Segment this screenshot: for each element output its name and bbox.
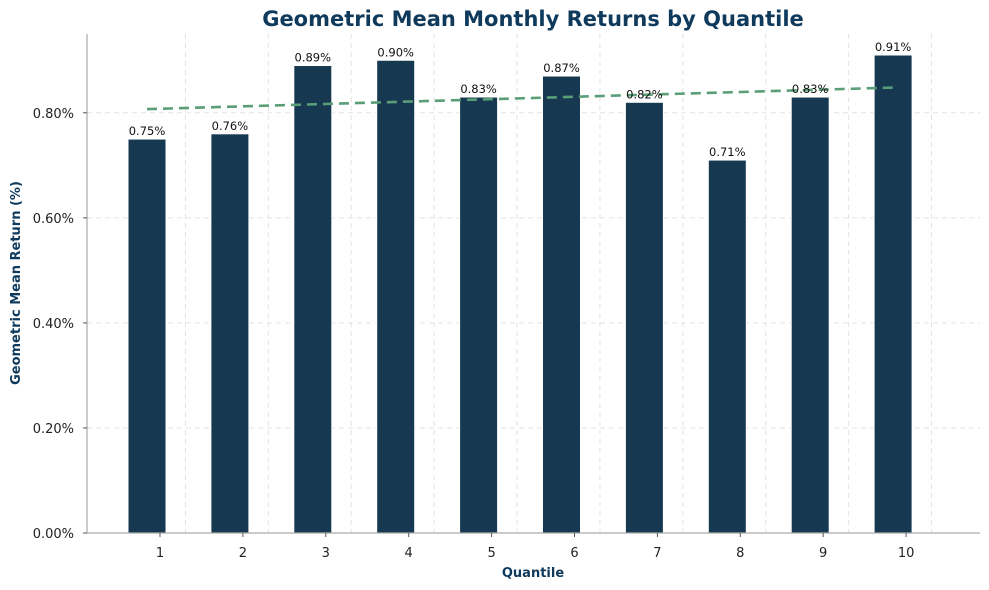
chart-title: Geometric Mean Monthly Returns by Quanti… bbox=[262, 7, 804, 31]
data-label: 0.71% bbox=[709, 145, 746, 159]
y-tick-label: 0.00% bbox=[33, 527, 74, 542]
x-tick-label: 2 bbox=[239, 546, 247, 561]
data-label: 0.75% bbox=[129, 124, 166, 138]
bar bbox=[542, 75, 581, 534]
y-tick-label: 0.80% bbox=[33, 107, 74, 122]
bar bbox=[873, 54, 913, 534]
data-label: 0.89% bbox=[295, 51, 332, 65]
x-tick-label: 1 bbox=[156, 546, 164, 561]
trend-line bbox=[146, 86, 894, 111]
data-label: 0.82% bbox=[626, 87, 663, 101]
y-axis-label: Geometric Mean Return (%) bbox=[9, 181, 24, 385]
bar bbox=[624, 101, 664, 534]
data-label: 0.90% bbox=[377, 45, 414, 59]
bar bbox=[293, 65, 333, 534]
bar bbox=[376, 59, 416, 534]
data-label: 0.83% bbox=[460, 82, 497, 96]
x-tick-label: 7 bbox=[653, 546, 661, 561]
y-tick-label: 0.40% bbox=[33, 317, 74, 332]
bars bbox=[127, 54, 913, 534]
y-tick-label: 0.20% bbox=[33, 422, 74, 437]
bar bbox=[459, 96, 499, 534]
bar bbox=[707, 159, 747, 534]
y-axis-ticks: 0.00% 0.20% 0.40% 0.60% 0.80% bbox=[33, 107, 87, 542]
bar bbox=[210, 133, 250, 534]
trendline bbox=[146, 86, 894, 111]
x-tick-label: 8 bbox=[736, 546, 744, 561]
data-label: 0.87% bbox=[543, 61, 580, 75]
bar bbox=[127, 138, 167, 534]
data-label: 0.83% bbox=[792, 82, 829, 96]
x-tick-label: 6 bbox=[570, 546, 578, 561]
x-axis-ticks: 1 2 3 4 5 6 7 8 9 10 bbox=[156, 533, 915, 561]
x-tick-label: 4 bbox=[405, 546, 413, 561]
x-tick-label: 9 bbox=[819, 546, 827, 561]
data-labels: 0.75% 0.76% 0.89% 0.90% 0.83% 0.87% 0.82% 0.71%… bbox=[129, 40, 912, 159]
data-label: 0.91% bbox=[875, 40, 912, 54]
x-tick-label: 3 bbox=[322, 546, 330, 561]
y-tick-label: 0.60% bbox=[33, 212, 74, 227]
data-label: 0.76% bbox=[212, 119, 249, 133]
x-tick-label: 5 bbox=[487, 546, 495, 561]
x-tick-label: 10 bbox=[898, 546, 915, 561]
x-axis-label: Quantile bbox=[502, 566, 564, 581]
bar bbox=[790, 96, 830, 534]
